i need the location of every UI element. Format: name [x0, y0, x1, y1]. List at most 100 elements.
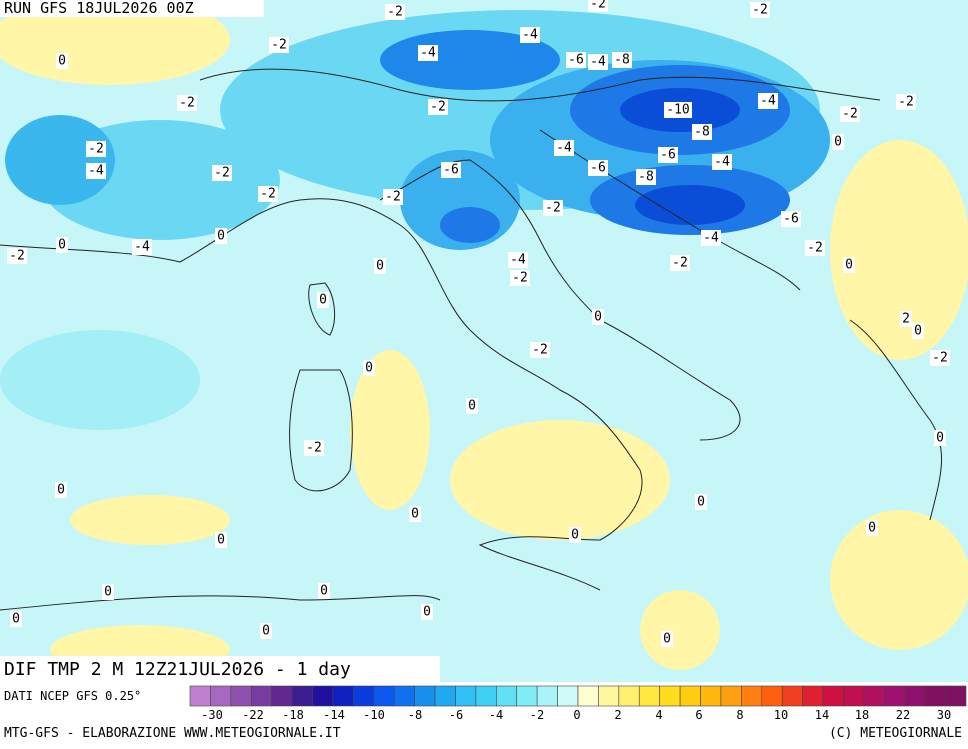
- contour-label: -4: [703, 231, 719, 246]
- contour-label-bg: [569, 527, 581, 543]
- colorbar-swatch: [659, 685, 681, 707]
- contour-label-bg: [520, 27, 540, 43]
- contour-label: 2: [902, 312, 910, 327]
- contour-label-bg: [318, 583, 330, 599]
- colorbar-swatch: [557, 685, 579, 707]
- contour-label-bg: [592, 309, 604, 325]
- colorbar-label: 18: [855, 708, 869, 722]
- contour-label-bg: [215, 228, 227, 244]
- contour-label-bg: [56, 53, 68, 69]
- colorbar-swatch: [618, 685, 640, 707]
- contour-label: -2: [430, 100, 446, 115]
- colorbar-label: 0: [573, 708, 580, 722]
- colorbar-swatch: [189, 685, 211, 707]
- contour-label: -2: [306, 441, 322, 456]
- contour-label-bg: [712, 154, 732, 170]
- contour-label-bg: [466, 398, 478, 414]
- contour-label-bg: [588, 0, 608, 12]
- contour-label: -8: [614, 53, 630, 68]
- colorbar-swatch: [353, 685, 375, 707]
- run-label: RUN GFS 18JUL2026 00Z: [4, 0, 194, 17]
- field-shading: [0, 0, 968, 675]
- contour-label: 0: [57, 483, 65, 498]
- colorbar-swatch: [373, 685, 395, 707]
- contour-label-bg: [530, 342, 550, 358]
- contour-label: -4: [522, 28, 538, 43]
- contour-label-bg: [258, 186, 278, 202]
- contour-label-bg: [896, 94, 916, 110]
- contour-label: -10: [666, 103, 689, 118]
- contour-label-bg: [670, 255, 690, 271]
- contour-label: 0: [376, 259, 384, 274]
- contour-label: 0: [423, 605, 431, 620]
- contour-label-bg: [374, 258, 386, 274]
- map-title: DIF TMP 2 M 12Z21JUL2026 - 1 day: [4, 659, 351, 680]
- credit: MTG-GFS - ELABORAZIONE WWW.METEOGIORNALE…: [4, 726, 341, 741]
- colorbar-swatch: [312, 685, 334, 707]
- contour-label: -4: [134, 240, 150, 255]
- contour-label: -2: [752, 3, 768, 18]
- colorbar-swatch: [434, 685, 456, 707]
- colorbar-label: -18: [282, 708, 304, 722]
- colorbar-swatch: [700, 685, 722, 707]
- colorbar-label: 22: [896, 708, 910, 722]
- contour-label: -2: [271, 38, 287, 53]
- contour-label: -2: [387, 5, 403, 20]
- contour-label: -2: [532, 343, 548, 358]
- contour-label-bg: [695, 494, 707, 510]
- colorbar-label: -22: [242, 708, 264, 722]
- contour-label: -2: [214, 166, 230, 181]
- contour-label: 0: [697, 495, 705, 510]
- colorbar-swatch: [475, 685, 497, 707]
- run-box: [0, 0, 264, 17]
- contour-label-bg: [900, 311, 912, 327]
- colorbar-swatch: [781, 685, 803, 707]
- colorbar-swatch: [414, 685, 436, 707]
- colorbar-swatch: [250, 685, 272, 707]
- colorbar-swatch: [516, 685, 538, 707]
- colorbar: -30 -22 -18 -14 -10 -8 -6 -4 -2 0 2 4 6 8 10 14 18 22 30: [189, 685, 967, 722]
- contour-label-bg: [421, 604, 433, 620]
- contour-label: 0: [217, 533, 225, 548]
- colorbar-swatch: [230, 685, 252, 707]
- colorbar-swatch: [863, 685, 885, 707]
- contour-label: -6: [443, 163, 459, 178]
- contour-label-bg: [658, 147, 678, 163]
- contour-label: -2: [179, 96, 195, 111]
- colorbar-swatch: [271, 685, 293, 707]
- colorbar-label: -8: [408, 708, 422, 722]
- contour-label: 0: [320, 584, 328, 599]
- contour-label: 0: [845, 258, 853, 273]
- contour-label: -6: [660, 148, 676, 163]
- contour-label-bg: [55, 482, 67, 498]
- contour-label-bg: [661, 631, 673, 647]
- contour-label: -2: [590, 0, 606, 12]
- contour-label: 0: [58, 238, 66, 253]
- colorbar-swatch: [210, 685, 232, 707]
- contour-label: -4: [420, 46, 436, 61]
- contour-label: 0: [571, 528, 579, 543]
- contour-label: -2: [545, 201, 561, 216]
- contour-label: -2: [385, 190, 401, 205]
- contour-label: 0: [58, 54, 66, 69]
- contour-label: -2: [807, 241, 823, 256]
- contour-label: -4: [88, 164, 104, 179]
- colorbar-swatch: [496, 685, 518, 707]
- contour-label-bg: [612, 52, 632, 68]
- contour-label: 0: [914, 324, 922, 339]
- contour-label-bg: [543, 200, 563, 216]
- contour-label-bg: [215, 532, 227, 548]
- colorbar-label: -6: [449, 708, 463, 722]
- contour-label-bg: [56, 237, 68, 253]
- contour-label-bg: [508, 252, 528, 268]
- colorbar-label: 10: [774, 708, 788, 722]
- contour-label-bg: [934, 430, 946, 446]
- contour-label: 0: [12, 612, 20, 627]
- contour-label-bg: [692, 124, 712, 140]
- colorbar-swatch: [822, 685, 844, 707]
- contour-label-bg: [304, 440, 324, 456]
- colorbar-label: -2: [530, 708, 544, 722]
- contour-label-bg: [132, 239, 152, 255]
- contour-label-bg: [758, 93, 778, 109]
- source-label: DATI NCEP GFS 0.25°: [4, 689, 141, 703]
